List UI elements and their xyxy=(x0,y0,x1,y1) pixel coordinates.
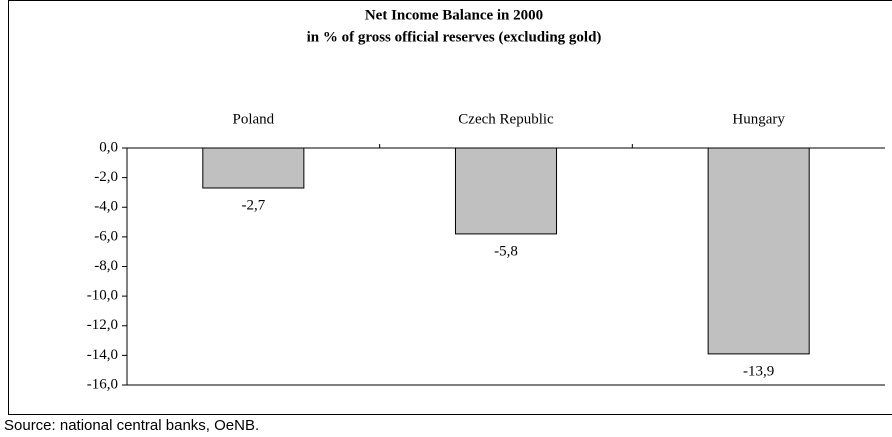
x-tick-label: Czech Republic xyxy=(458,111,554,127)
y-tick-label: -12,0 xyxy=(87,317,118,333)
chart-subtitle: in % of gross official reserves (excludi… xyxy=(307,29,602,45)
y-tick-label: -16,0 xyxy=(87,376,118,392)
value-label: -5,8 xyxy=(494,243,518,259)
chart-title: Net Income Balance in 2000 xyxy=(365,7,543,23)
y-tick-label: -2,0 xyxy=(94,169,118,185)
y-tick-label: -4,0 xyxy=(94,199,118,215)
x-tick-label: Hungary xyxy=(732,111,785,127)
y-tick-label: -14,0 xyxy=(87,347,118,363)
bar xyxy=(202,147,305,189)
y-tick-label: -8,0 xyxy=(94,258,118,274)
value-label: -13,9 xyxy=(743,363,774,379)
source: Source: national central banks, OeNB. xyxy=(4,417,259,434)
y-tick-label: 0,0 xyxy=(99,139,118,155)
bar xyxy=(707,147,810,355)
y-tick-label: -6,0 xyxy=(94,228,118,244)
frame xyxy=(8,0,892,415)
x-tick-label: Poland xyxy=(232,111,274,127)
bar xyxy=(454,147,558,235)
value-label: -2,7 xyxy=(241,197,265,213)
y-tick-label: -10,0 xyxy=(87,288,118,304)
